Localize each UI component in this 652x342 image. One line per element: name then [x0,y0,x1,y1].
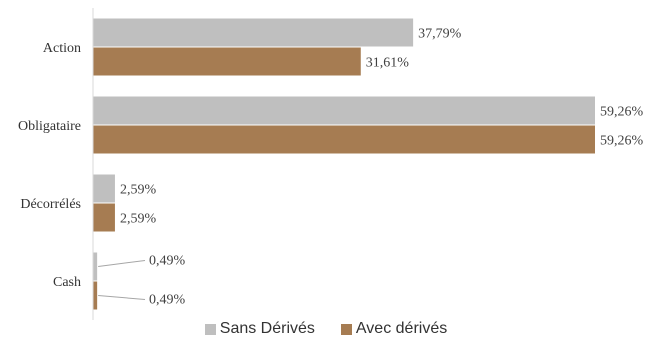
value-label-avec-derives-cash: 0,49% [149,293,186,308]
value-label-avec-derives-obligataire: 59,26% [600,134,644,149]
bar-sans-derives-decorreles [93,174,115,203]
leader-line-sans-derives-cash [98,260,146,267]
legend-swatch-sans-derives [204,323,216,335]
bar-sans-derives-obligataire [93,96,595,125]
bar-sans-derives-cash [93,252,98,281]
legend-item-sans-derives: Sans Dérivés [204,320,315,338]
value-label-sans-derives-cash: 0,49% [149,254,186,269]
bar-sans-derives-action [93,18,414,47]
bar-avec-derives-action [93,47,361,76]
category-label-cash: Cash [53,275,81,290]
value-label-sans-derives-decorreles: 2,59% [120,183,157,198]
legend-label-sans-derives: Sans Dérivés [219,320,315,337]
legend-swatch-avec-derives [340,323,352,335]
category-label-action: Action [43,41,81,56]
bar-avec-derives-decorreles [93,203,115,232]
category-label-decorreles: Décorrélés [20,197,81,212]
bar-avec-derives-obligataire [93,125,595,154]
bar-avec-derives-cash [93,281,98,310]
legend-label-avec-derives: Avec dérivés [355,320,448,337]
value-label-avec-derives-action: 31,61% [366,56,410,71]
legend: Sans Dérivés Avec dérivés [0,318,652,340]
leader-line-avec-derives-cash [98,295,146,300]
value-label-sans-derives-obligataire: 59,26% [600,105,644,120]
value-label-avec-derives-decorreles: 2,59% [120,212,157,227]
legend-item-avec-derives: Avec dérivés [340,320,448,338]
value-label-sans-derives-action: 37,79% [418,27,462,42]
category-label-obligataire: Obligataire [18,119,81,134]
